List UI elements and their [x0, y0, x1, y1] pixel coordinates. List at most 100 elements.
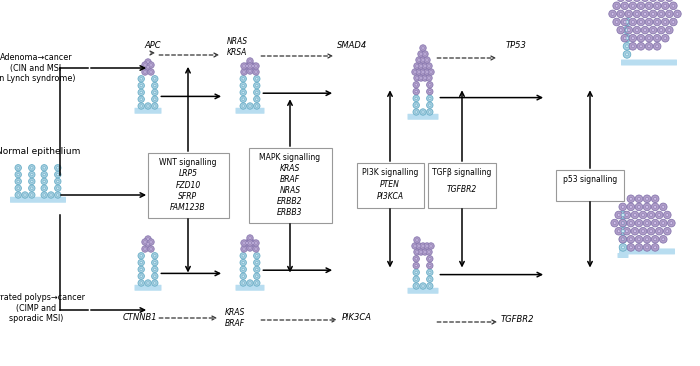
Circle shape [142, 239, 148, 245]
Circle shape [253, 273, 260, 279]
Circle shape [662, 238, 665, 241]
Circle shape [147, 61, 149, 63]
Circle shape [622, 213, 624, 216]
Circle shape [253, 240, 259, 246]
Text: FZD10: FZD10 [176, 180, 201, 190]
Circle shape [428, 285, 431, 287]
Circle shape [15, 171, 22, 178]
Circle shape [43, 167, 46, 169]
Circle shape [240, 253, 246, 259]
Circle shape [140, 268, 142, 270]
Circle shape [627, 12, 630, 15]
FancyBboxPatch shape [248, 147, 332, 223]
Circle shape [248, 65, 251, 67]
Circle shape [611, 219, 619, 227]
Circle shape [623, 42, 631, 50]
Text: p53 signalling: p53 signalling [563, 175, 617, 184]
Circle shape [626, 29, 629, 31]
FancyBboxPatch shape [235, 285, 265, 291]
Circle shape [662, 34, 669, 42]
Circle shape [148, 69, 154, 75]
Circle shape [635, 219, 643, 227]
Circle shape [424, 77, 426, 79]
Circle shape [659, 235, 667, 243]
Circle shape [613, 2, 620, 10]
Circle shape [241, 246, 247, 252]
Circle shape [613, 222, 616, 225]
Circle shape [621, 18, 629, 26]
Circle shape [415, 90, 417, 93]
Circle shape [144, 64, 146, 66]
Circle shape [426, 283, 433, 289]
Circle shape [142, 246, 148, 252]
Circle shape [145, 59, 151, 65]
Circle shape [426, 269, 433, 276]
Circle shape [638, 238, 640, 241]
Circle shape [428, 65, 430, 67]
Circle shape [643, 203, 651, 211]
Circle shape [253, 246, 259, 252]
Circle shape [55, 171, 61, 178]
Circle shape [641, 0, 649, 1]
Circle shape [422, 59, 424, 61]
Circle shape [414, 71, 416, 73]
Circle shape [256, 85, 258, 87]
Circle shape [31, 167, 33, 169]
Circle shape [253, 89, 260, 96]
Circle shape [634, 213, 636, 216]
Circle shape [255, 248, 257, 250]
Circle shape [150, 71, 152, 73]
Circle shape [650, 213, 652, 216]
Text: Normal epithelium: Normal epithelium [0, 147, 80, 157]
Circle shape [152, 259, 158, 266]
Circle shape [153, 261, 156, 264]
Circle shape [420, 53, 422, 55]
Circle shape [43, 173, 46, 176]
Circle shape [640, 45, 643, 48]
Circle shape [253, 96, 260, 102]
Circle shape [147, 243, 149, 245]
Circle shape [31, 194, 33, 196]
Circle shape [643, 12, 646, 15]
Circle shape [242, 268, 244, 270]
Circle shape [619, 219, 626, 227]
Circle shape [629, 205, 632, 208]
Circle shape [426, 59, 428, 61]
Text: CTNNB1: CTNNB1 [122, 314, 158, 322]
Circle shape [240, 266, 246, 273]
Circle shape [629, 246, 632, 249]
Circle shape [246, 65, 248, 67]
Circle shape [422, 249, 428, 255]
Circle shape [256, 105, 258, 107]
Circle shape [247, 103, 253, 109]
Circle shape [153, 268, 156, 270]
Circle shape [426, 63, 432, 69]
Circle shape [57, 167, 59, 169]
Circle shape [150, 248, 152, 250]
Circle shape [650, 10, 657, 18]
Circle shape [253, 63, 259, 69]
Circle shape [645, 42, 653, 50]
Circle shape [657, 26, 665, 34]
Circle shape [420, 283, 426, 289]
Circle shape [645, 238, 648, 241]
Circle shape [636, 29, 638, 31]
Circle shape [654, 197, 657, 200]
Circle shape [426, 95, 433, 102]
Text: APC: APC [145, 41, 161, 51]
Circle shape [152, 103, 158, 109]
Circle shape [664, 4, 666, 7]
Circle shape [660, 12, 663, 15]
Circle shape [638, 197, 640, 200]
Circle shape [243, 242, 245, 244]
Circle shape [641, 10, 649, 18]
Circle shape [145, 280, 151, 286]
Circle shape [633, 0, 641, 1]
Circle shape [645, 197, 648, 200]
Circle shape [631, 211, 638, 219]
Circle shape [242, 275, 244, 277]
Circle shape [256, 255, 258, 257]
FancyBboxPatch shape [407, 114, 438, 120]
Circle shape [240, 82, 246, 89]
Circle shape [626, 37, 629, 40]
